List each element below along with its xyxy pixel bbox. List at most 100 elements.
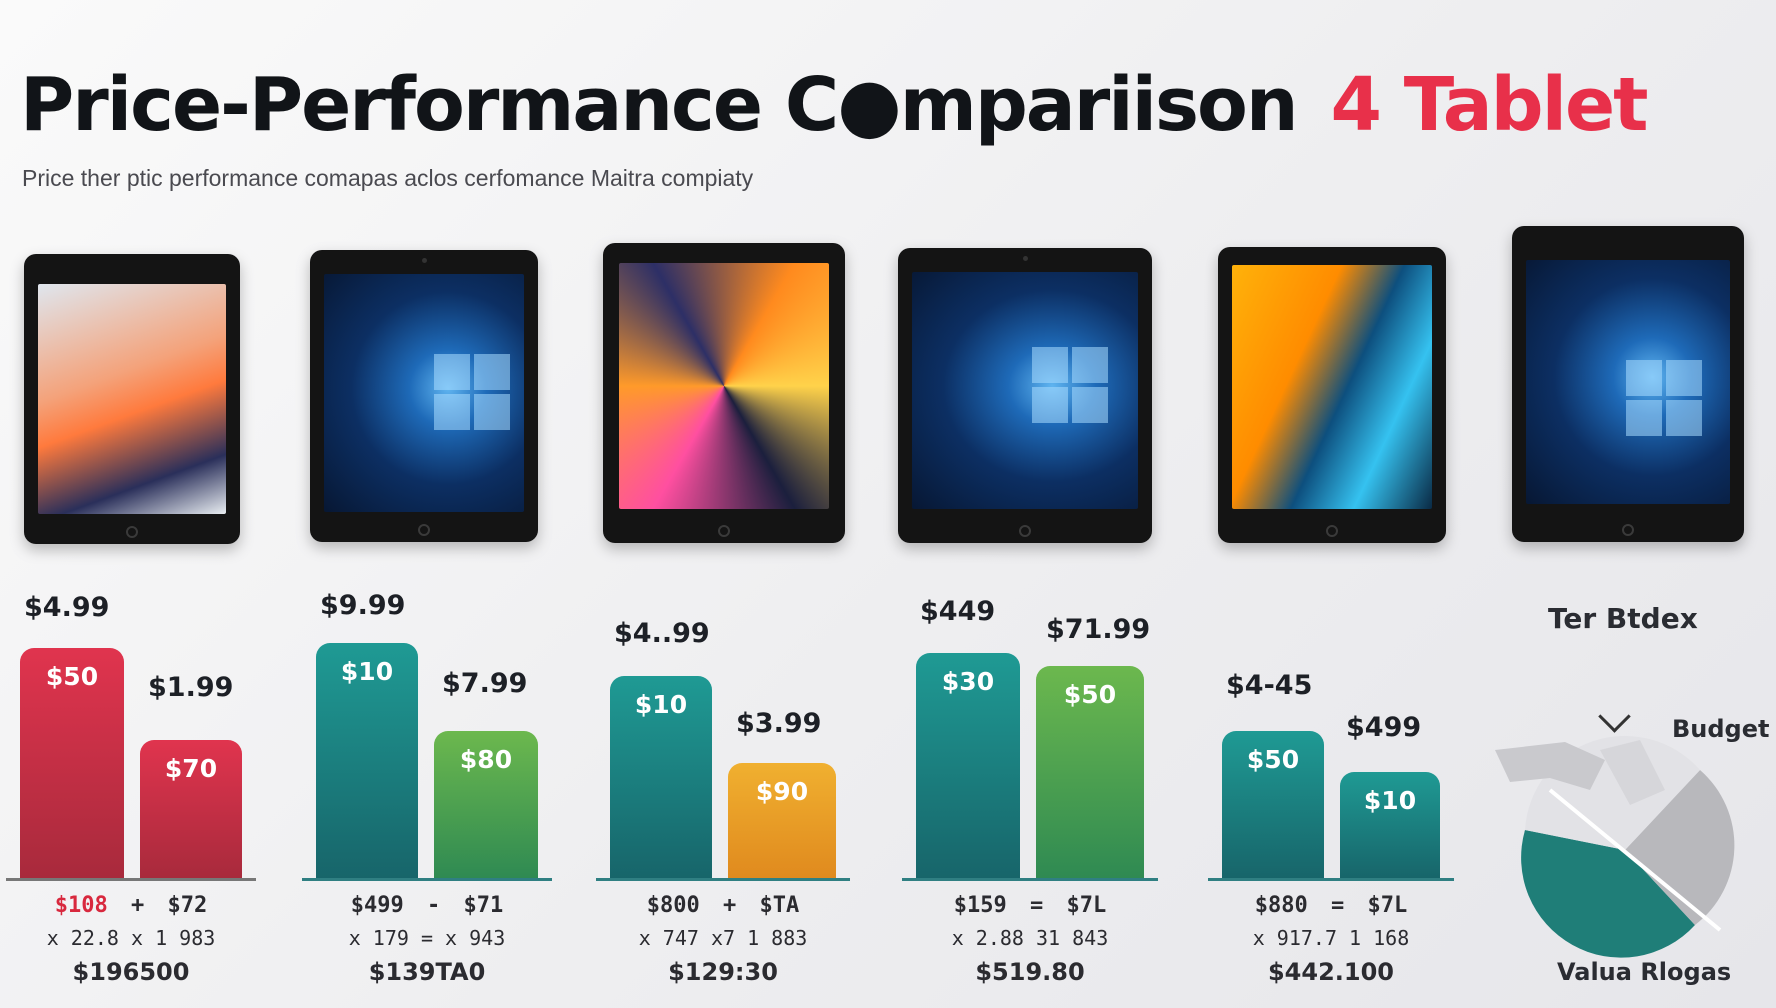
baseline	[902, 878, 1158, 881]
camera-icon	[422, 258, 427, 263]
camera-icon	[1023, 256, 1028, 261]
price-top-label: $4.99	[24, 592, 110, 623]
price-mid-label: $71.99	[1046, 614, 1151, 645]
home-button-icon	[1019, 525, 1031, 537]
bar: $10	[610, 675, 712, 878]
row-totals: $499 - $71	[317, 893, 537, 918]
bar: $10	[316, 643, 418, 878]
row-final: $196500	[72, 958, 190, 986]
pie-slice-gray	[1625, 770, 1735, 925]
price-top-label: $4-45	[1226, 670, 1313, 701]
price-top-label: $9.99	[320, 590, 406, 621]
row-multipliers: x 747 x7 1 883	[638, 926, 808, 950]
baseline	[596, 878, 850, 881]
price-mid-label: $3.99	[736, 708, 822, 739]
row-multipliers: x 2.88 31 843	[951, 926, 1109, 950]
page-title: Price-Performance C●mpariison 4 Tablet	[20, 62, 1649, 148]
tablet-image-2	[310, 250, 538, 542]
baseline	[1208, 878, 1454, 881]
pie-fragment	[1495, 742, 1605, 790]
row-totals: $159 = $7L	[920, 893, 1140, 918]
total-a: $159	[953, 893, 1007, 918]
bar: $50	[1222, 730, 1324, 878]
bar-value-label: $10	[634, 689, 688, 719]
bar-value-label: $70	[164, 754, 218, 783]
bar-value-label: $10	[340, 657, 394, 687]
bar-value-label: $50	[1246, 744, 1300, 774]
tablet-image-1	[24, 254, 240, 544]
row-final: $519.80	[975, 958, 1085, 986]
row-final: $139TA0	[368, 958, 486, 986]
baseline	[6, 878, 256, 881]
title-accent: 4 Tablet	[1330, 62, 1649, 148]
price-mid-label: $1.99	[148, 672, 234, 703]
windows-logo-icon	[434, 354, 514, 434]
bar: $80	[434, 730, 538, 878]
home-button-icon	[418, 524, 430, 536]
price-top-label: $449	[920, 596, 996, 627]
baseline	[302, 878, 552, 881]
row-totals: $880 = $7L	[1221, 893, 1441, 918]
total-a: $880	[1254, 893, 1308, 918]
row-final: $129:30	[668, 958, 778, 986]
tablet-screen-4	[912, 272, 1138, 509]
total-sep: =	[1016, 893, 1057, 918]
tablet-image-3	[603, 243, 845, 543]
tablet-screen-1	[38, 284, 226, 514]
tablet-image-4	[898, 248, 1152, 543]
total-b: $71	[463, 893, 504, 918]
bar: $10	[1340, 772, 1440, 878]
home-button-icon	[1326, 525, 1338, 537]
price-mid-label: $7.99	[442, 668, 528, 699]
total-b: $7L	[1066, 893, 1107, 918]
page-subtitle: Price ther ptic performance comapas aclo…	[22, 165, 754, 191]
pie-budget-label: Budget	[1672, 715, 1770, 743]
price-mid-label: $499	[1346, 712, 1422, 743]
tablet-image-6	[1512, 226, 1744, 542]
row-final: $442.100	[1267, 958, 1394, 986]
pie-fragment	[1600, 740, 1665, 805]
bar-value-label: $30	[941, 666, 995, 696]
bar: $50	[20, 648, 124, 878]
windows-logo-icon	[1626, 360, 1706, 440]
home-button-icon	[126, 526, 138, 538]
total-sep: =	[1317, 893, 1358, 918]
price-top-label: $4..99	[614, 618, 710, 649]
total-b: $72	[167, 893, 208, 918]
bar: $70	[140, 740, 242, 878]
row-totals: $800 + $TA	[613, 893, 833, 918]
row-multipliers: x 22.8 x 1 983	[46, 926, 216, 950]
row-multipliers: x 917.7 1 168	[1252, 926, 1410, 950]
total-b: $TA	[759, 893, 800, 918]
title-main: Price-Performance C●mpariison	[20, 62, 1299, 148]
bar-value-label: $80	[459, 744, 513, 774]
tablet-screen-5	[1232, 265, 1432, 509]
pie-bottom-label: Valua Rlogas	[1557, 958, 1732, 986]
tablet-screen-2	[324, 274, 524, 512]
pie-chart	[1495, 735, 1735, 958]
pie-slice-teal	[1521, 830, 1695, 958]
windows-logo-icon	[1032, 347, 1112, 427]
bar-value-label: $10	[1363, 786, 1417, 816]
total-a: $499	[350, 893, 404, 918]
total-a: $800	[646, 893, 700, 918]
bar: $50	[1036, 666, 1144, 878]
bar: $90	[728, 763, 836, 878]
total-sep: -	[413, 893, 454, 918]
home-button-icon	[1622, 524, 1634, 536]
total-b: $7L	[1367, 893, 1408, 918]
pie-title: Ter Btdex	[1548, 602, 1698, 635]
total-a: $108	[54, 893, 108, 918]
total-sep: +	[709, 893, 750, 918]
bar-value-label: $50	[45, 662, 99, 691]
chevron-down-icon	[1598, 700, 1631, 733]
tablet-screen-6	[1526, 260, 1730, 504]
bar-value-label: $50	[1063, 680, 1117, 710]
home-button-icon	[718, 525, 730, 537]
row-totals: $108 + $72	[21, 893, 241, 918]
bar-value-label: $90	[755, 777, 809, 806]
row-multipliers: x 179 = x 943	[348, 926, 506, 950]
tablet-image-5	[1218, 247, 1446, 543]
bar: $30	[916, 652, 1020, 878]
total-sep: +	[117, 893, 158, 918]
